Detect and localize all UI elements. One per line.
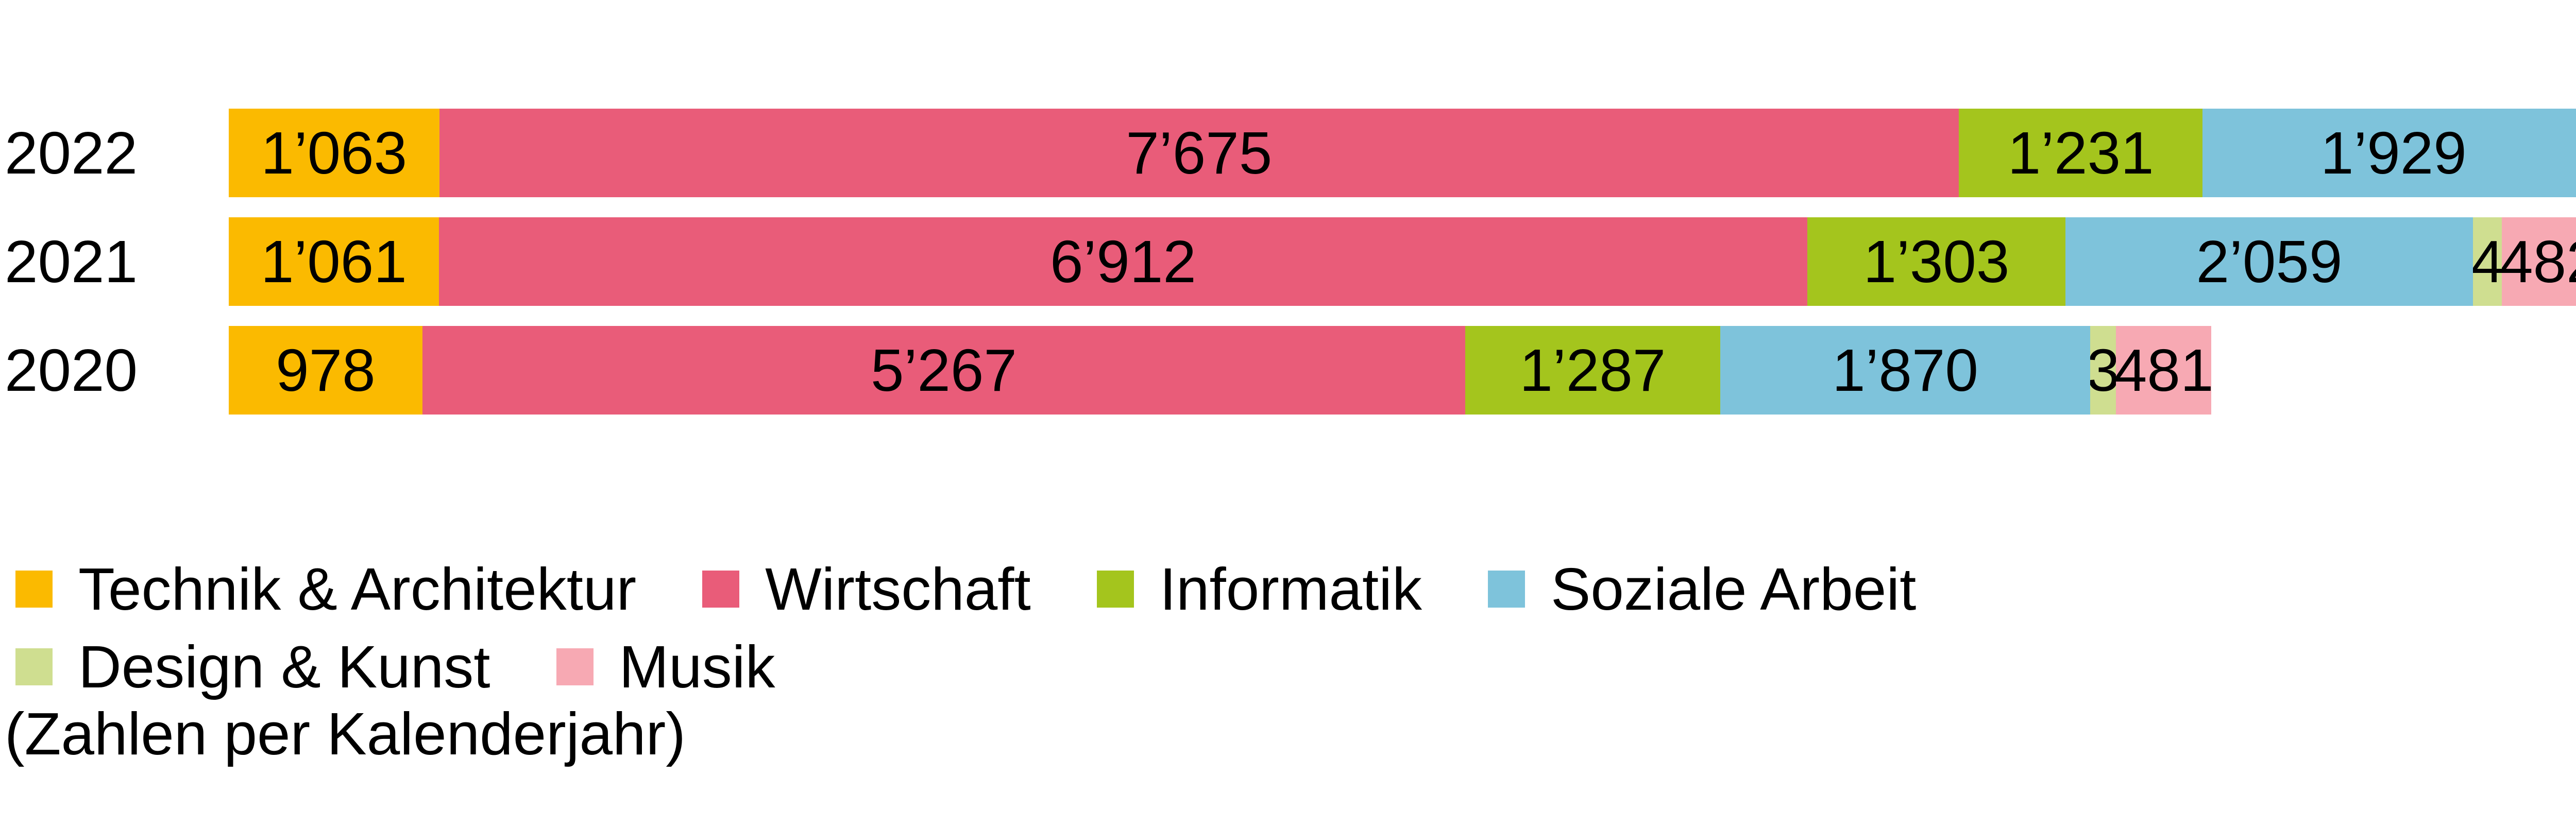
segment-value-label: 1’870 (1832, 337, 1978, 404)
legend-swatch-wirtschaft (702, 571, 740, 608)
segment-value-label: 1’287 (1519, 337, 1666, 404)
year-label-2020: 2020 (5, 337, 138, 404)
legend-label-soziale-arbeit: Soziale Arbeit (1551, 556, 1917, 623)
bar-segment-informatik-2021: 1’303 (1807, 217, 2065, 306)
bar-segment-musik-2020: 481 (2116, 326, 2212, 415)
segment-value-label: 481 (2116, 337, 2212, 404)
year-label-2021: 2021 (5, 228, 138, 295)
segment-value-label: 6’912 (1050, 228, 1196, 295)
bar-track-2021: 1’061 6’912 1’303 2’059 146482 (229, 217, 2576, 306)
segment-value-label: 1’061 (260, 228, 407, 295)
legend-swatch-informatik (1096, 571, 1134, 608)
legend-item-informatik: Informatik (1096, 556, 1422, 623)
bar-segment-soziale-arbeit-2021: 2’059 (2065, 217, 2473, 306)
legend-label-design-kunst: Design & Kunst (78, 633, 490, 700)
legend-item-wirtschaft: Wirtschaft (702, 559, 1031, 619)
bar-segment-soziale-arbeit-2022: 1’929 (2202, 109, 2576, 197)
segment-value-label: 130 (2090, 337, 2116, 404)
legend-item-soziale-arbeit: Soziale Arbeit (1488, 559, 1916, 619)
bar-segment-informatik-2020: 1’287 (1465, 326, 1720, 415)
legend: Technik & Architektur Wirtschaft Informa… (0, 556, 2576, 700)
bar-segment-wirtschaft-2020: 5’267 (422, 326, 1466, 415)
legend-label-wirtschaft: Wirtschaft (765, 556, 1031, 623)
bar-rows: 20221’0637’6751’2311’9292979712’72420211… (0, 109, 2576, 415)
bar-segment-soziale-arbeit-2020: 1’870 (1720, 326, 2091, 415)
legend-item-technik-architektur: Technik & Architektur (15, 559, 636, 619)
stacked-bar-2020: 978 5’267 1’287 1’870 130481 (229, 326, 2212, 415)
legend-item-musik: Musik (556, 637, 775, 697)
legend-label-technik-architektur: Technik & Architektur (78, 556, 637, 623)
segment-value-label: 1’231 (2007, 119, 2154, 186)
segment-value-label: 7’675 (1126, 119, 1273, 186)
segment-value-label: 1’303 (1863, 228, 2010, 295)
year-label-2022: 2022 (5, 119, 138, 186)
segment-value-label: 2’059 (2196, 228, 2343, 295)
legend-row-1: Technik & Architektur Wirtschaft Informa… (15, 556, 2576, 623)
segment-value-label: 482 (2502, 228, 2576, 295)
segment-value-label: 5’267 (871, 337, 1017, 404)
bar-segment-technik-architektur-2020: 978 (229, 326, 422, 415)
legend-swatch-soziale-arbeit (1488, 571, 1526, 608)
legend-label-musik: Musik (619, 633, 775, 700)
stacked-bar-2021: 1’061 6’912 1’303 2’059 146482 (229, 217, 2576, 306)
segment-value-label: 1’929 (2320, 119, 2467, 186)
legend-item-design-kunst: Design & Kunst (15, 637, 490, 697)
bar-segment-design-kunst-2021: 146 (2473, 217, 2502, 306)
bar-segment-wirtschaft-2021: 6’912 (438, 217, 1808, 306)
segment-value-label: 1’063 (261, 119, 408, 186)
bar-segment-informatik-2022: 1’231 (1959, 109, 2203, 197)
header-track-spacer (229, 0, 2576, 85)
legend-swatch-musik (556, 648, 594, 685)
bar-segment-musik-2021: 482 (2502, 217, 2576, 306)
bar-segment-technik-architektur-2021: 1’061 (229, 217, 439, 306)
segment-value-label: 978 (276, 337, 376, 404)
legend-row-2: Design & Kunst Musik (15, 633, 2576, 700)
chart-header-row: Total (0, 7, 2576, 74)
segment-value-label: 146 (2473, 228, 2502, 295)
legend-label-informatik: Informatik (1159, 556, 1422, 623)
bar-segment-design-kunst-2020: 130 (2090, 326, 2116, 415)
chart-caption: (Zahlen per Kalenderjahr) (5, 700, 686, 767)
bar-track-2020: 978 5’267 1’287 1’870 130481 (229, 326, 2576, 415)
legend-swatch-design-kunst (15, 648, 53, 685)
bar-segment-technik-architektur-2022: 1’063 (229, 109, 439, 197)
legend-swatch-technik-architektur (15, 571, 53, 608)
bar-segment-wirtschaft-2022: 7’675 (439, 109, 1959, 197)
